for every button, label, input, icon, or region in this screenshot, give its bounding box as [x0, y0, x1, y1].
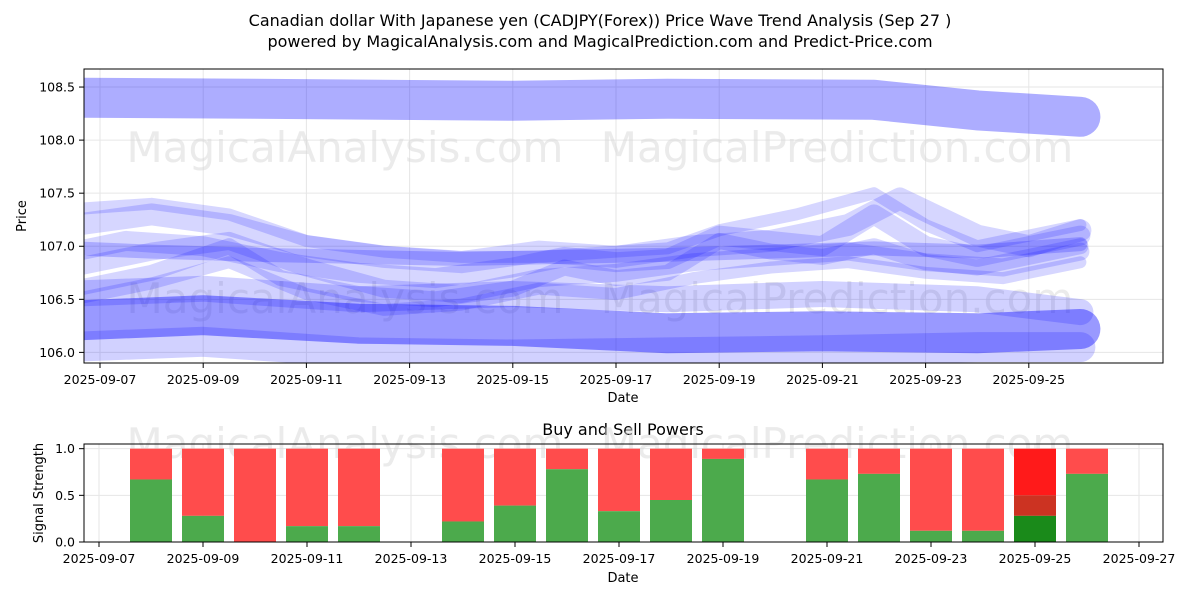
price-ytick-label: 107.0 — [39, 239, 75, 254]
price-ylabel: Price — [15, 200, 30, 232]
watermark-mid-left: MagicalAnalysis.com — [127, 274, 564, 323]
watermark-top-right: MagicalPrediction.com — [601, 123, 1074, 172]
buy-sell-xtick-label: 2025-09-17 — [583, 551, 656, 566]
sell-bar — [1014, 448, 1056, 496]
sell-bar — [702, 448, 744, 459]
buy-bar — [546, 469, 588, 542]
price-xtick-label: 2025-09-15 — [476, 372, 549, 387]
buy-sell-xtick-label: 2025-09-19 — [687, 551, 760, 566]
price-xlabel: Date — [607, 391, 638, 406]
price-xtick-label: 2025-09-17 — [580, 372, 653, 387]
price-waves — [84, 77, 1101, 363]
sell-bar — [338, 448, 380, 527]
sell-bar — [806, 448, 848, 480]
buy-sell-title: Buy and Sell Powers — [542, 420, 704, 439]
watermark-mid-right: MagicalPrediction.com — [601, 274, 1074, 323]
sell-bar — [910, 448, 952, 531]
sell-bar — [286, 448, 328, 527]
price-wave-mid-1 — [84, 204, 1091, 289]
buy-sell-ytick-label: 0.5 — [55, 488, 75, 503]
buy-bar — [182, 515, 224, 542]
price-xtick-label: 2025-09-11 — [270, 372, 343, 387]
buy-sell-ytick-label: 0.0 — [55, 535, 75, 550]
buy-bar — [962, 530, 1004, 542]
buy-bar — [858, 473, 900, 542]
price-plot-background — [84, 69, 1163, 363]
sell-bar — [442, 448, 484, 522]
buy-sell-ytick-label: 1.0 — [55, 441, 75, 456]
price-xtick-label: 2025-09-19 — [683, 372, 756, 387]
price-wave-lower — [84, 295, 1101, 354]
buy-bar — [702, 458, 744, 542]
watermark-top-left: MagicalAnalysis.com — [127, 123, 564, 172]
price-xtick-label: 2025-09-13 — [373, 372, 446, 387]
sell-bar — [650, 448, 692, 500]
price-ytick-label: 106.0 — [39, 345, 75, 360]
buy-bar — [598, 511, 640, 542]
buy-bar — [494, 505, 536, 542]
sell-bar-mid — [1014, 495, 1056, 516]
price-ytick-label: 108.0 — [39, 133, 75, 148]
buy-sell-xtick-label: 2025-09-13 — [375, 551, 448, 566]
buy-sell-axis-ticks: 2025-09-07 2025-09-09 2025-09-11 2025-09-13… — [55, 441, 1175, 566]
price-wave-lower-2 — [84, 326, 1096, 363]
buy-sell-plot-frame — [83, 443, 1164, 543]
buy-sell-xtick-label: 2025-09-11 — [271, 551, 344, 566]
buy-bar — [1014, 515, 1056, 542]
price-plot-frame — [83, 68, 1164, 364]
buy-sell-xlabel: Date — [607, 571, 638, 586]
buy-sell-xtick-label: 2025-09-23 — [895, 551, 968, 566]
buy-sell-bars — [130, 448, 1108, 542]
price-wave-mid-7 — [84, 256, 1087, 316]
buy-bar — [130, 479, 172, 542]
price-xtick-label: 2025-09-21 — [786, 372, 859, 387]
buy-bar — [806, 479, 848, 542]
buy-sell-xtick-label: 2025-09-07 — [63, 551, 136, 566]
sell-bar — [130, 448, 172, 480]
buy-bar — [650, 500, 692, 542]
buy-bar — [338, 526, 380, 542]
price-wave-mid-3 — [84, 231, 1090, 303]
price-wave-plot: MagicalAnalysis.com MagicalPrediction.co… — [15, 68, 1164, 406]
price-xtick-label: 2025-09-25 — [992, 372, 1065, 387]
price-wave-lower-3 — [84, 275, 1094, 326]
buy-bar — [910, 530, 952, 542]
buy-sell-plot: Buy and Sell Powers MagicalAnalysis.com … — [32, 419, 1175, 586]
buy-sell-xtick-label: 2025-09-27 — [1103, 551, 1176, 566]
buy-sell-xtick-label: 2025-09-09 — [167, 551, 240, 566]
sell-bar — [546, 448, 588, 470]
sell-bar — [962, 448, 1004, 531]
price-wave-mid-6 — [84, 187, 1087, 263]
buy-bar — [286, 526, 328, 542]
sell-bar — [182, 448, 224, 516]
sell-bar — [234, 448, 276, 542]
buy-sell-ylabel: Signal Strength — [32, 443, 47, 543]
sell-bar — [1066, 448, 1108, 474]
buy-sell-xtick-label: 2025-09-25 — [999, 551, 1072, 566]
price-wave-mid-2 — [84, 187, 1092, 274]
price-xtick-label: 2025-09-09 — [167, 372, 240, 387]
price-ytick-label: 106.5 — [39, 292, 75, 307]
price-ytick-label: 108.5 — [39, 80, 75, 95]
sell-bar — [494, 448, 536, 506]
price-xtick-label: 2025-09-07 — [64, 372, 137, 387]
price-wave-mid-5 — [84, 237, 1088, 266]
sell-bar — [598, 448, 640, 512]
buy-sell-xtick-label: 2025-09-15 — [479, 551, 552, 566]
chart-title-line1: Canadian dollar With Japanese yen (CADJP… — [249, 11, 952, 30]
price-axis-ticks: 2025-09-07 2025-09-09 2025-09-11 2025-09-13… — [39, 80, 1065, 387]
chart-title-line2: powered by MagicalAnalysis.com and Magic… — [267, 32, 932, 51]
sell-bar — [858, 448, 900, 474]
price-wave-mid-4 — [84, 232, 1089, 308]
price-wave-upper — [84, 77, 1101, 137]
price-grid — [84, 69, 1163, 363]
price-xtick-label: 2025-09-23 — [889, 372, 962, 387]
buy-bar — [442, 521, 484, 542]
buy-bar — [1066, 473, 1108, 542]
price-ytick-label: 107.5 — [39, 186, 75, 201]
buy-sell-xtick-label: 2025-09-21 — [791, 551, 864, 566]
